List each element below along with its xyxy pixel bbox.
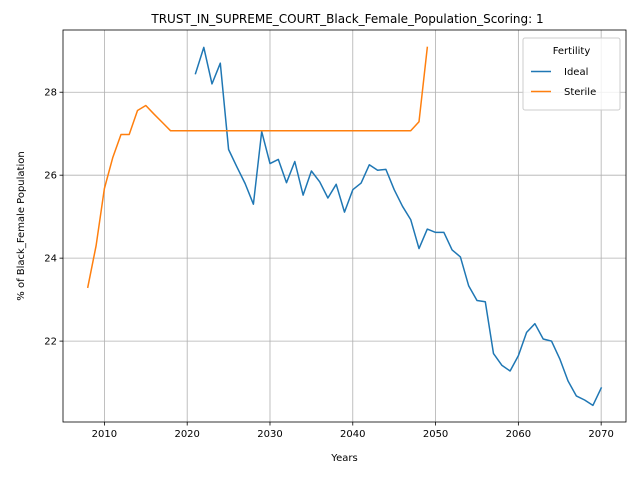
x-tick-label: 2010 [92,429,117,440]
series-line-sterile [86,46,429,289]
series-lines [86,46,603,407]
chart-title: TRUST_IN_SUPREME_COURT_Black_Female_Popu… [150,12,543,26]
x-axis-title: Years [330,453,357,464]
y-axis-title: % of Black_Female Population [16,151,27,300]
x-tick-label: 2050 [423,429,448,440]
y-tick-label: 22 [44,337,57,348]
legend-items: Ideal Sterile [531,67,596,98]
y-tick-label: 26 [44,171,57,182]
x-tick-label: 2030 [257,429,282,440]
legend-label-sterile: Sterile [564,87,596,98]
axis-ticks: 2010 2020 2030 2040 2050 2060 2070 22 24 26 28 [44,88,614,440]
legend-label-ideal: Ideal [564,67,588,78]
legend: Fertility Ideal Sterile [522,37,621,111]
x-tick-label: 2070 [588,429,613,440]
x-tick-label: 2020 [174,429,199,440]
series-line-ideal [194,46,603,407]
y-tick-label: 28 [44,88,57,99]
x-tick-label: 2060 [506,429,531,440]
plot-frame [62,29,627,423]
y-tick-label: 24 [44,254,57,265]
x-tick-label: 2040 [340,429,365,440]
legend-title: Fertility [553,46,591,57]
